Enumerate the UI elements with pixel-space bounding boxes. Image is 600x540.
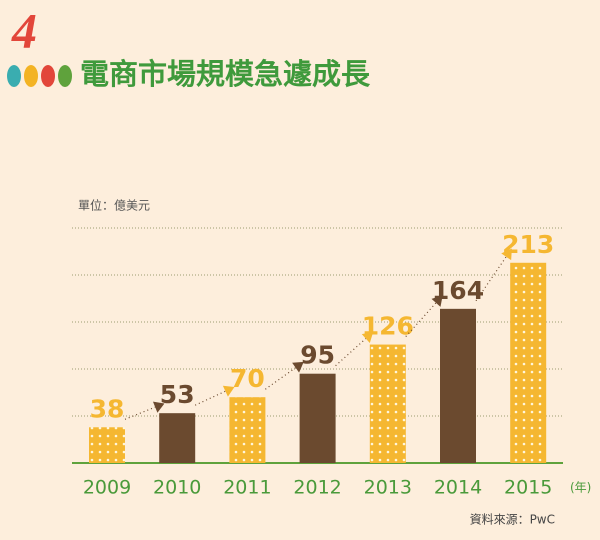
x-unit-label: (年) — [570, 481, 591, 495]
trend-arrow — [431, 295, 443, 307]
unit-label: 單位：億美元 — [78, 198, 150, 213]
bar — [510, 262, 547, 463]
x-tick-label: 2012 — [293, 477, 341, 499]
trend-dots — [335, 338, 367, 367]
value-label: 95 — [300, 341, 335, 370]
chart-title: 電商市場規模急遽成長 — [80, 57, 371, 91]
x-tick-label: 2011 — [223, 477, 271, 499]
source: 資料來源：PwC — [470, 513, 555, 527]
x-tick-label: 2013 — [364, 477, 412, 499]
x-tick-label: 2010 — [153, 477, 201, 499]
bar — [369, 344, 406, 463]
trend-arrow — [222, 385, 235, 397]
x-tick-label: 2015 — [504, 477, 552, 499]
bar — [229, 397, 266, 463]
section-number: 4 — [11, 2, 37, 58]
trend-arrow — [501, 248, 512, 261]
x-tick-label: 2014 — [434, 477, 482, 499]
x-tick-label: 2009 — [83, 477, 131, 499]
bar — [159, 413, 196, 463]
bar — [299, 373, 336, 463]
bar — [89, 427, 125, 463]
leaf-icons — [7, 65, 72, 87]
value-label: 38 — [90, 394, 125, 423]
trend-arrow — [292, 361, 304, 373]
trend-dots — [194, 390, 226, 406]
bar — [440, 308, 476, 463]
trend-dots — [475, 256, 507, 302]
value-label: 70 — [230, 364, 265, 393]
trend-dots — [124, 406, 156, 420]
trend-arrow — [152, 401, 165, 413]
value-label: 53 — [160, 380, 195, 409]
trend-arrow — [361, 331, 374, 344]
